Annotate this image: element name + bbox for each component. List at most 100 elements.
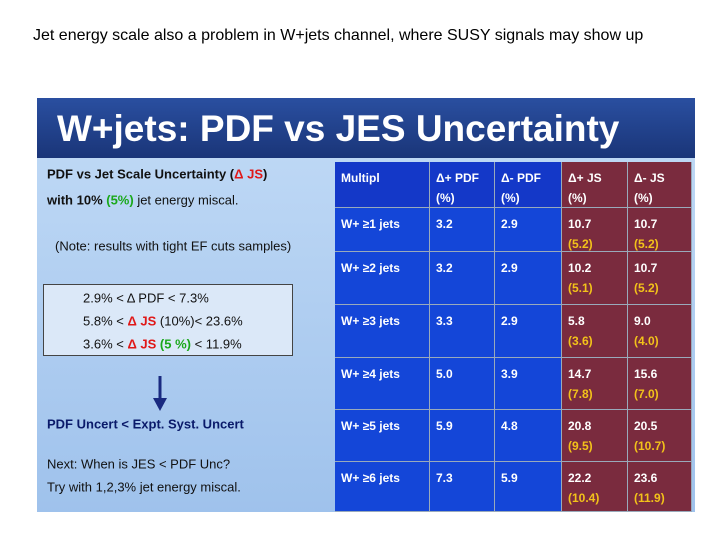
cell-text: 4.8: [501, 419, 518, 433]
cell-text: 7.3: [436, 471, 453, 485]
slide: W+jets: PDF vs JES Uncertainty PDF vs Je…: [37, 98, 695, 512]
cell: 5.0: [430, 358, 495, 410]
cell-text: 9.0: [634, 314, 651, 328]
cell-text: 22.2: [568, 471, 592, 485]
cell-text: (10.4): [568, 491, 600, 505]
cell-text: Δ- PDF: [501, 171, 541, 185]
header-cell: Δ- PDF (%): [495, 162, 562, 208]
cell-text: W+ ≥6 jets: [341, 471, 400, 485]
cell: 7.3: [430, 462, 495, 512]
cell: 2.9: [495, 305, 562, 358]
header-cell: Δ+ PDF (%): [430, 162, 495, 208]
cell: 20.5 (10.7): [628, 410, 692, 462]
header-cell: Δ+ JS (%): [562, 162, 628, 208]
cell-text: (3.6): [568, 334, 593, 348]
cell: W+ ≥2 jets: [335, 252, 430, 305]
cell: W+ ≥4 jets: [335, 358, 430, 410]
cell: 5.9: [430, 410, 495, 462]
range-box: [43, 284, 293, 356]
next: Next: When is JES < PDF Unc?: [47, 456, 231, 472]
cell-text: 3.9: [501, 367, 518, 381]
header-cell: Multipl: [335, 162, 430, 208]
cell-text: (%): [501, 191, 520, 205]
conclusion: PDF Uncert < Expt. Syst. Uncert: [47, 416, 244, 432]
cell-text: Multipl: [341, 171, 380, 185]
cell-text: (7.8): [568, 387, 593, 401]
cell-text: (5.1): [568, 281, 593, 295]
cell: 3.9: [495, 358, 562, 410]
cell-text: 2.9: [501, 261, 518, 275]
cell: 3.2: [430, 208, 495, 252]
text: (10%)< 23.6%: [156, 313, 243, 329]
cell-text: W+ ≥3 jets: [341, 314, 400, 328]
cell-text: W+ ≥1 jets: [341, 217, 400, 231]
next: Try with 1,2,3% jet energy miscal.: [47, 479, 241, 495]
cell: 5.8 (3.6): [562, 305, 628, 358]
cell-text: W+ ≥5 jets: [341, 419, 400, 433]
cell: 10.7 (5.2): [562, 208, 628, 252]
text: Δ JS: [234, 166, 263, 182]
cell-text: 2.9: [501, 314, 518, 328]
cell: 3.3: [430, 305, 495, 358]
cell-text: (%): [568, 191, 587, 205]
cell: 2.9: [495, 252, 562, 305]
heading: Jet energy scale also a problem in W+jet…: [33, 27, 644, 44]
intro: PDF vs Jet Scale Uncertainty (Δ JS): [47, 167, 267, 182]
text: jet energy miscal.: [133, 192, 239, 208]
cell-text: (4.0): [634, 334, 659, 348]
text: 3.6% <: [83, 336, 128, 352]
text: (5%): [106, 192, 134, 208]
cell: 15.6 (7.0): [628, 358, 692, 410]
range: 3.6% < Δ JS (5 %) < 11.9%: [83, 337, 242, 352]
cell-text: (11.9): [634, 491, 665, 505]
cell-text: W+ ≥2 jets: [341, 261, 400, 275]
cell-text: 23.6: [634, 471, 658, 485]
cell: 23.6 (11.9): [628, 462, 692, 512]
cell: 20.8 (9.5): [562, 410, 628, 462]
cell-text: 5.9: [436, 419, 453, 433]
cell: 22.2 (10.4): [562, 462, 628, 512]
cell-text: 3.2: [436, 261, 453, 275]
cell-text: (5.2): [568, 237, 593, 251]
cell: 14.7 (7.8): [562, 358, 628, 410]
cell: W+ ≥1 jets: [335, 208, 430, 252]
cell-text: (9.5): [568, 439, 593, 453]
cell-text: (%): [634, 191, 653, 205]
cell: 2.9: [495, 208, 562, 252]
cell: 10.2 (5.1): [562, 252, 628, 305]
cell: W+ ≥3 jets: [335, 305, 430, 358]
cell-text: (10.7): [634, 439, 666, 453]
cell-text: 20.5: [634, 419, 658, 433]
text: Δ JS: [127, 313, 157, 329]
cell-text: Δ+ JS: [568, 171, 602, 185]
text: (5 %): [156, 336, 191, 352]
text: with 10%: [47, 192, 107, 208]
text: Δ JS: [127, 336, 157, 352]
cell: W+ ≥6 jets: [335, 462, 430, 512]
cell: 9.0 (4.0): [628, 305, 692, 358]
cell: 3.2: [430, 252, 495, 305]
cell-text: 3.3: [436, 314, 453, 328]
cell: W+ ≥5 jets: [335, 410, 430, 462]
text: < 11.9%: [190, 336, 242, 352]
cell-text: 3.2: [436, 217, 453, 231]
cell-text: (7.0): [634, 387, 659, 401]
cell-text: 15.6: [634, 367, 658, 381]
cell-text: 10.2: [568, 261, 592, 275]
cell: 5.9: [495, 462, 562, 512]
text: 2.9% < Δ PDF < 7.3%: [83, 290, 209, 306]
cell-text: 10.7: [634, 261, 658, 275]
cell-text: 2.9: [501, 217, 518, 231]
cell-text: Δ+ PDF: [436, 171, 479, 185]
cell: 10.7 (5.2): [628, 252, 692, 305]
cell-text: (5.2): [634, 281, 659, 295]
cell-text: 5.0: [436, 367, 453, 381]
cell-text: 10.7: [634, 217, 658, 231]
cell-text: W+ ≥4 jets: [341, 367, 400, 381]
cell: 4.8: [495, 410, 562, 462]
cell-text: 10.7: [568, 217, 592, 231]
note: (Note: results with tight EF cuts sample…: [55, 238, 292, 254]
cell-text: Δ- JS: [634, 171, 665, 185]
cell-text: 14.7: [568, 367, 592, 381]
